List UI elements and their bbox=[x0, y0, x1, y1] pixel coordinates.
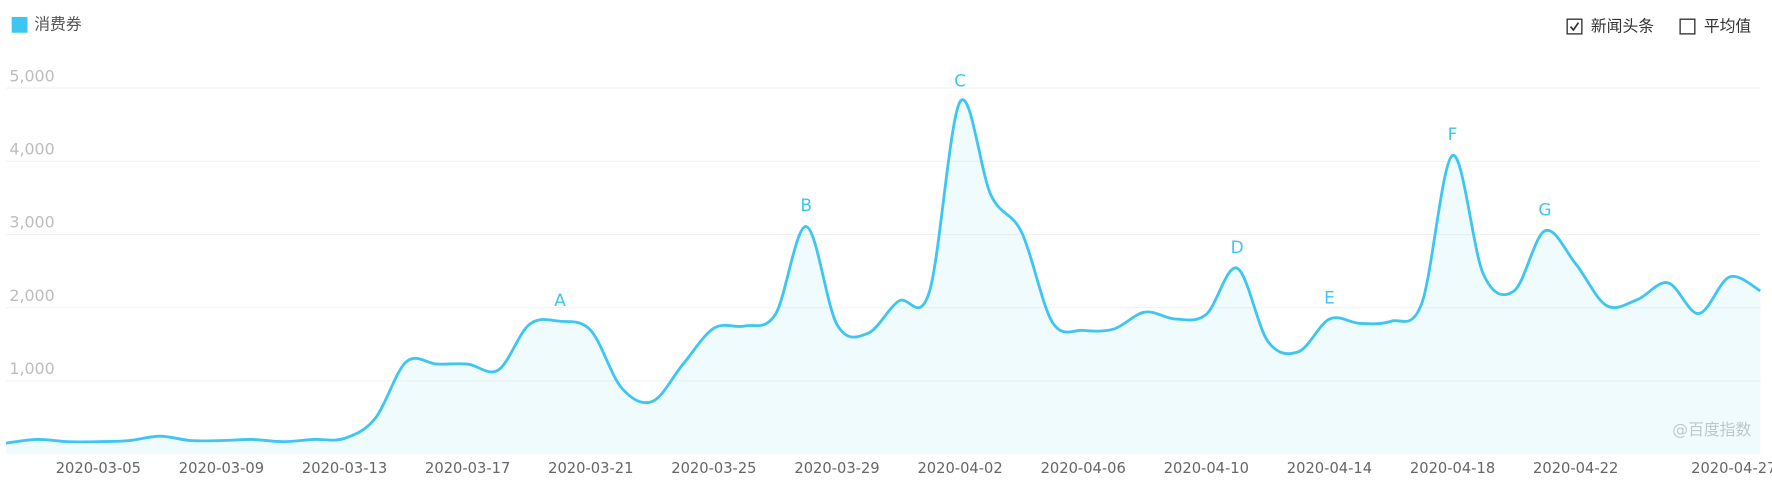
checkbox[interactable] bbox=[1566, 18, 1583, 35]
point-label: D bbox=[1231, 237, 1244, 257]
point-label: F bbox=[1448, 124, 1458, 144]
y-tick-label: 3,000 bbox=[9, 213, 54, 232]
x-tick-label: 2020-03-25 bbox=[671, 460, 756, 477]
x-tick-label: 2020-04-10 bbox=[1164, 460, 1249, 477]
x-tick-label: 2020-04-22 bbox=[1533, 460, 1618, 477]
x-tick-label: 2020-04-02 bbox=[917, 460, 1002, 477]
x-tick-label: 2020-03-05 bbox=[56, 460, 141, 477]
x-tick-label: 2020-03-09 bbox=[179, 460, 264, 477]
point-label: G bbox=[1538, 200, 1551, 220]
y-tick-label: 5,000 bbox=[9, 66, 54, 85]
point-label: E bbox=[1324, 288, 1335, 308]
x-tick-label: 2020-03-29 bbox=[794, 460, 879, 477]
x-tick-label: 2020-04-18 bbox=[1410, 460, 1495, 477]
checkmark bbox=[1569, 22, 1580, 32]
toggle-label[interactable]: 平均值 bbox=[1704, 17, 1752, 36]
x-tick-label: 2020-03-21 bbox=[548, 460, 633, 477]
x-tick-label: 2020-04-14 bbox=[1287, 460, 1372, 477]
y-tick-label: 4,000 bbox=[9, 140, 54, 159]
x-tick-label: 2020-04-27 bbox=[1691, 460, 1772, 477]
legend-label: 消费券 bbox=[34, 14, 82, 33]
checkbox[interactable] bbox=[1679, 18, 1696, 35]
point-label: B bbox=[800, 195, 812, 215]
toggle-label[interactable]: 新闻头条 bbox=[1591, 17, 1654, 36]
area bbox=[6, 99, 1761, 455]
x-tick-label: 2020-04-06 bbox=[1041, 460, 1126, 477]
x-tick-label: 2020-03-13 bbox=[302, 460, 387, 477]
y-tick-label: 2,000 bbox=[9, 286, 54, 305]
y-tick-label: 1,000 bbox=[9, 359, 54, 378]
legend-swatch bbox=[11, 16, 28, 33]
watermark: @百度指数 bbox=[1672, 420, 1751, 439]
line bbox=[5, 98, 1762, 445]
x-tick-label: 2020-03-17 bbox=[425, 460, 510, 477]
point-label: A bbox=[554, 290, 566, 310]
point-label: C bbox=[954, 70, 966, 90]
